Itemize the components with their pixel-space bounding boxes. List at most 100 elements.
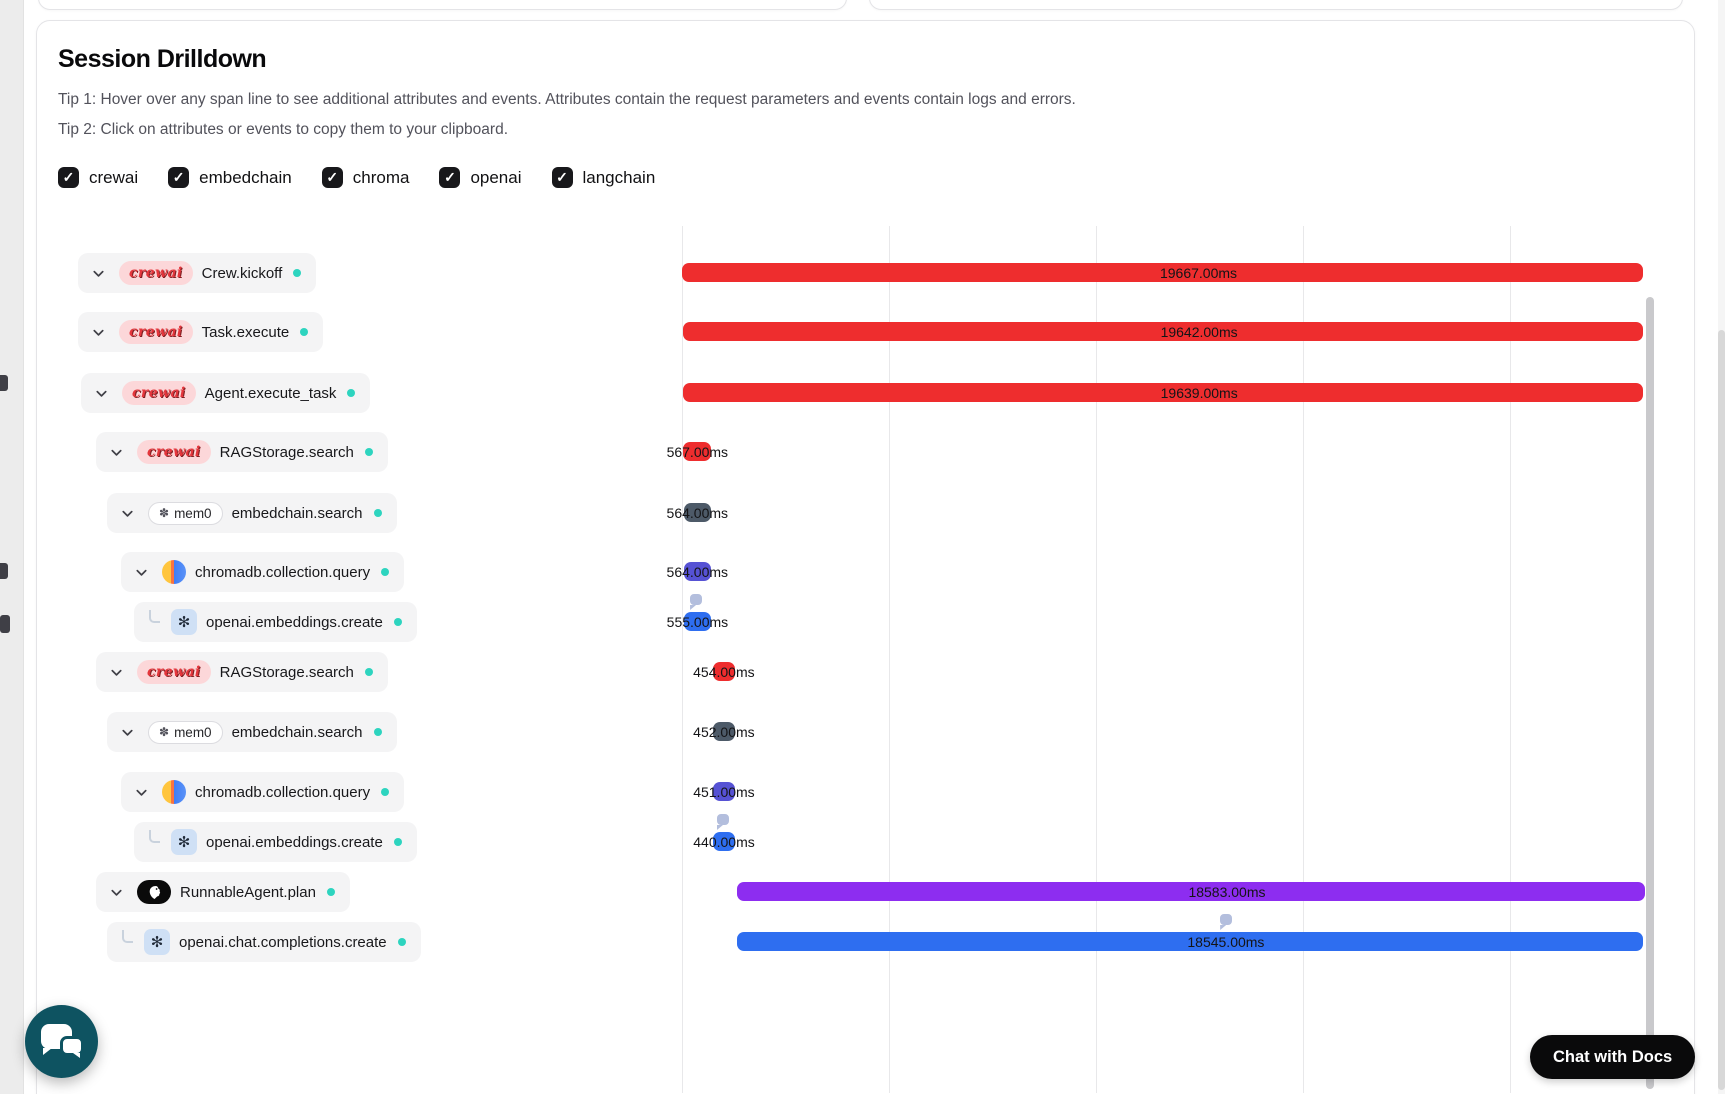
- span-duration-bar[interactable]: [683, 612, 711, 631]
- span-name: Agent.execute_task: [204, 384, 337, 402]
- checkbox-checked-icon[interactable]: ✓: [58, 167, 79, 188]
- span-duration-bar[interactable]: [683, 383, 1643, 402]
- span-duration-bar[interactable]: [712, 782, 735, 801]
- chevron-down-icon[interactable]: [104, 445, 128, 460]
- span-duration-label: 19667.00ms: [1159, 265, 1238, 281]
- span-duration-bar[interactable]: [736, 932, 1643, 951]
- span-duration-label: 19639.00ms: [1160, 385, 1238, 401]
- filter-label: openai: [470, 167, 522, 187]
- span-duration-label: 567.00ms: [666, 444, 729, 460]
- left-sidebar-edge: [0, 0, 24, 1094]
- span-label-pill[interactable]: ✻ openai.embeddings.create: [134, 822, 417, 862]
- chat-widget-button[interactable]: [25, 1005, 98, 1078]
- span-label-pill[interactable]: crewai Agent.execute_task: [81, 373, 371, 413]
- span-duration-label: 452.00ms: [693, 724, 755, 740]
- span-duration-bar[interactable]: [682, 263, 1643, 282]
- event-bubble-icon[interactable]: [1219, 913, 1234, 926]
- status-dot: [393, 618, 402, 626]
- timeline-gridline: [682, 226, 683, 1093]
- chevron-down-icon[interactable]: [86, 325, 110, 340]
- span-name: RunnableAgent.plan: [180, 883, 316, 901]
- status-dot: [293, 269, 302, 277]
- span-label-pill[interactable]: chromadb.collection.query: [121, 772, 405, 812]
- span-label-pill[interactable]: chromadb.collection.query: [121, 552, 405, 592]
- chevron-down-icon[interactable]: [104, 665, 128, 680]
- span-label-pill[interactable]: crewai Crew.kickoff: [78, 253, 317, 293]
- chevron-down-icon[interactable]: [129, 565, 153, 580]
- chroma-logo: [162, 560, 186, 584]
- waterfall-scrollbar[interactable]: [1646, 297, 1654, 1089]
- chevron-down-icon[interactable]: [104, 885, 128, 900]
- span-duration-bar[interactable]: [683, 562, 712, 581]
- page-scrollbar[interactable]: [1718, 0, 1725, 1094]
- sidebar-icon-fragment: [0, 375, 8, 391]
- status-dot: [364, 668, 373, 676]
- chroma-logo: [162, 780, 186, 804]
- filter-embedchain[interactable]: ✓ embedchain: [168, 167, 292, 188]
- span-duration-bar[interactable]: [712, 662, 735, 681]
- chevron-down-icon[interactable]: [86, 266, 110, 281]
- mem0-logo: ✽ mem0: [148, 501, 223, 525]
- span-label-pill[interactable]: crewai Task.execute: [78, 312, 324, 352]
- status-dot: [364, 448, 373, 456]
- checkbox-checked-icon[interactable]: ✓: [439, 167, 461, 188]
- span-label-pill[interactable]: ✻ openai.chat.completions.create: [107, 922, 421, 962]
- span-label-pill[interactable]: ✻ openai.embeddings.create: [134, 602, 417, 642]
- crewai-logo: crewai: [137, 660, 211, 684]
- timeline-gridline: [1303, 226, 1304, 1093]
- span-label-pill[interactable]: ✽ mem0 embedchain.search: [107, 493, 397, 533]
- span-duration-bar[interactable]: [713, 832, 735, 851]
- status-dot: [381, 568, 390, 576]
- span-duration-label: 564.00ms: [666, 564, 729, 580]
- event-bubble-icon[interactable]: [689, 593, 704, 606]
- span-label-pill[interactable]: crewai RAGStorage.search: [96, 432, 388, 472]
- crewai-logo: crewai: [137, 440, 211, 464]
- filter-crewai[interactable]: ✓ crewai: [58, 167, 138, 188]
- page-scrollbar-thumb[interactable]: [1718, 330, 1725, 1090]
- sidebar-icon-fragment: [0, 563, 8, 579]
- span-label-pill[interactable]: crewai RAGStorage.search: [96, 652, 388, 692]
- chevron-down-icon[interactable]: [115, 506, 139, 521]
- span-name: Crew.kickoff: [201, 264, 283, 282]
- event-bubble-icon[interactable]: [715, 813, 730, 826]
- mem0-flower-icon: ✽: [159, 725, 170, 739]
- span-name: openai.embeddings.create: [206, 613, 383, 631]
- span-name: RAGStorage.search: [219, 443, 354, 461]
- tip-1-text: Tip 1: Hover over any span line to see a…: [58, 91, 1076, 108]
- chat-with-docs-button[interactable]: Chat with Docs: [1530, 1035, 1696, 1079]
- status-dot: [393, 838, 402, 846]
- span-duration-label: 555.00ms: [666, 614, 729, 630]
- chevron-down-icon[interactable]: [115, 725, 139, 740]
- span-name: RAGStorage.search: [219, 663, 354, 681]
- chevron-down-icon[interactable]: [89, 386, 113, 401]
- span-duration-label: 454.00ms: [693, 664, 755, 680]
- span-duration-bar[interactable]: [712, 722, 735, 741]
- openai-logo: ✻: [171, 829, 197, 855]
- span-duration-bar[interactable]: [683, 503, 712, 522]
- checkbox-checked-icon[interactable]: ✓: [551, 167, 573, 188]
- span-label-pill[interactable]: RunnableAgent.plan: [96, 872, 350, 912]
- chevron-down-icon[interactable]: [129, 785, 153, 800]
- span-duration-bar[interactable]: [683, 442, 712, 461]
- span-duration-bar[interactable]: [736, 882, 1645, 901]
- span-duration-bar[interactable]: [683, 322, 1643, 341]
- span-label-pill[interactable]: ✽ mem0 embedchain.search: [107, 712, 397, 752]
- checkbox-checked-icon[interactable]: ✓: [321, 167, 343, 188]
- span-name: embedchain.search: [231, 723, 363, 741]
- filter-langchain[interactable]: ✓ langchain: [551, 167, 655, 188]
- span-duration-label: 18583.00ms: [1188, 884, 1266, 900]
- elbow-connector-icon: [122, 930, 133, 943]
- span-duration-label: 440.00ms: [693, 834, 755, 850]
- mem0-logo: ✽ mem0: [148, 720, 223, 744]
- filter-openai[interactable]: ✓ openai: [439, 167, 522, 188]
- checkbox-checked-icon[interactable]: ✓: [168, 167, 190, 188]
- filter-chroma[interactable]: ✓ chroma: [321, 167, 409, 188]
